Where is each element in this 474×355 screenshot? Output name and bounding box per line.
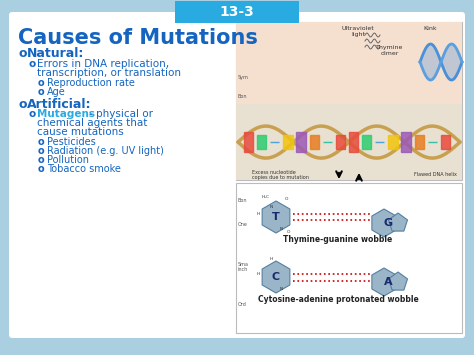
Bar	[388, 135, 398, 149]
Text: chemical agents that: chemical agents that	[37, 118, 147, 128]
Bar	[349, 132, 358, 152]
Text: Flawed DNA helix: Flawed DNA helix	[414, 173, 457, 178]
Bar	[236, 22, 462, 180]
Text: Kink: Kink	[423, 26, 437, 31]
Text: N: N	[279, 227, 283, 231]
Text: Age: Age	[47, 87, 66, 97]
Text: - physical or: - physical or	[89, 109, 153, 119]
Bar	[257, 135, 266, 149]
Text: O: O	[286, 230, 290, 234]
Bar	[441, 135, 450, 149]
Text: Tobacco smoke: Tobacco smoke	[47, 164, 121, 174]
Text: o: o	[38, 164, 45, 174]
Bar	[297, 132, 306, 152]
Bar	[236, 104, 462, 180]
Text: o: o	[38, 155, 45, 165]
Bar	[244, 132, 253, 152]
Polygon shape	[389, 213, 408, 231]
Text: o: o	[38, 87, 45, 97]
Text: Cytosine-adenine protonated wobble: Cytosine-adenine protonated wobble	[258, 295, 419, 304]
Bar	[236, 22, 462, 104]
Text: One: One	[238, 223, 248, 228]
Text: Reproduction rate: Reproduction rate	[47, 78, 135, 88]
Text: Radiation (e.g. UV light): Radiation (e.g. UV light)	[47, 146, 164, 156]
Bar	[283, 135, 292, 149]
Text: cause mutations: cause mutations	[37, 127, 124, 137]
Text: T: T	[272, 212, 280, 222]
Text: N: N	[279, 287, 283, 291]
Bar	[310, 135, 319, 149]
Text: Mutagens: Mutagens	[37, 109, 95, 119]
Polygon shape	[389, 272, 408, 290]
Polygon shape	[372, 209, 396, 237]
Polygon shape	[262, 261, 290, 293]
Text: Causes of Mutations: Causes of Mutations	[18, 28, 258, 48]
Text: Sym: Sym	[238, 75, 249, 80]
Text: G: G	[383, 218, 392, 228]
Text: Sma
inch: Sma inch	[238, 262, 249, 272]
Text: H₂C: H₂C	[262, 195, 270, 199]
FancyBboxPatch shape	[9, 12, 465, 338]
Text: N: N	[269, 205, 273, 209]
Text: Thymine-guanine wobble: Thymine-guanine wobble	[283, 235, 392, 244]
Text: 13-3: 13-3	[219, 5, 255, 19]
Text: Bon: Bon	[238, 94, 247, 99]
Bar	[362, 135, 371, 149]
Text: o: o	[38, 137, 45, 147]
Text: Errors in DNA replication,: Errors in DNA replication,	[37, 59, 169, 69]
Text: Thymine
dimer: Thymine dimer	[376, 45, 404, 56]
Bar	[415, 135, 424, 149]
Text: H: H	[256, 272, 260, 276]
Text: Artificial:: Artificial:	[27, 98, 91, 111]
Text: Natural:: Natural:	[27, 47, 84, 60]
Text: Pesticides: Pesticides	[47, 137, 96, 147]
Bar	[236, 183, 462, 333]
Text: A: A	[383, 277, 392, 287]
Text: Excess nucleotide
copies due to mutation: Excess nucleotide copies due to mutation	[252, 170, 309, 180]
Polygon shape	[372, 268, 396, 296]
Text: O: O	[284, 197, 288, 201]
Bar	[175, 1, 299, 23]
Polygon shape	[262, 201, 290, 233]
Text: Pollution: Pollution	[47, 155, 89, 165]
Bar	[401, 132, 410, 152]
Text: transcription, or translation: transcription, or translation	[37, 68, 181, 78]
Bar	[336, 135, 345, 149]
Text: o: o	[28, 59, 35, 69]
Text: Bon: Bon	[238, 197, 247, 202]
Text: Ord: Ord	[238, 302, 247, 307]
Text: Ultraviolet
light: Ultraviolet light	[342, 26, 374, 37]
Text: H: H	[256, 212, 260, 216]
Text: o: o	[18, 98, 27, 111]
Text: C: C	[272, 272, 280, 282]
Text: o: o	[18, 47, 27, 60]
Text: o: o	[38, 146, 45, 156]
Text: o: o	[28, 109, 35, 119]
Text: H: H	[269, 257, 273, 261]
Text: o: o	[38, 78, 45, 88]
